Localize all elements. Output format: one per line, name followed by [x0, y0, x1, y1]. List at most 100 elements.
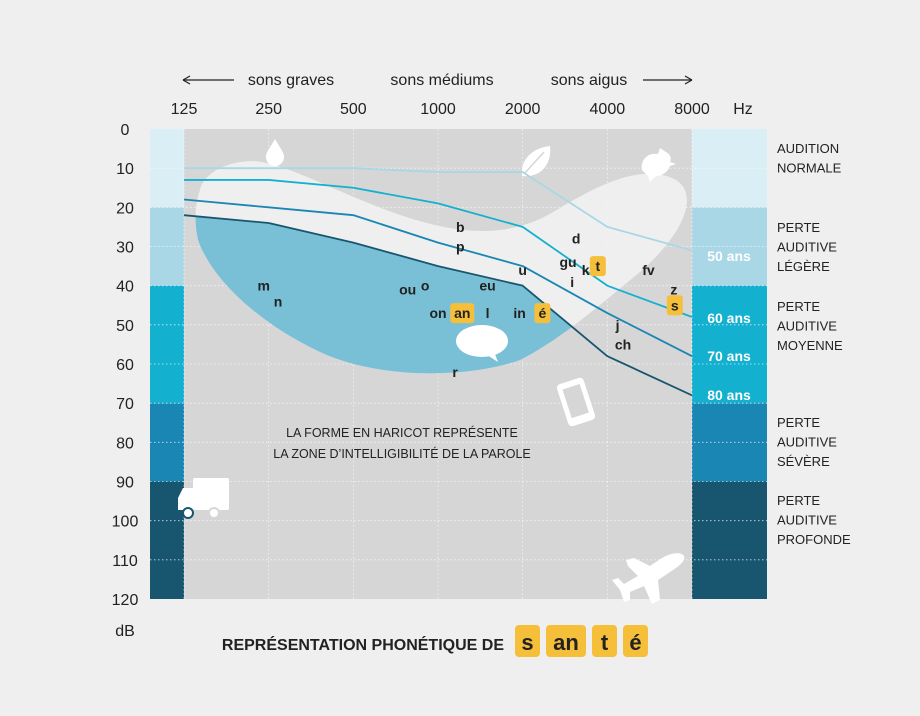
category-label-3: PERTE AUDITIVE SÉVÈRE	[777, 415, 837, 469]
y-tick-10: 100	[112, 514, 139, 531]
left-band-2	[150, 285, 184, 404]
age-label-3: 80 ans	[707, 387, 751, 403]
low-freq-label: sons graves	[248, 72, 334, 89]
category-label-line: PERTE	[777, 493, 820, 508]
category-label-line: PERTE	[777, 415, 820, 430]
phoneme-highlight-17	[450, 303, 475, 324]
category-label-line: PERTE	[777, 220, 820, 235]
phoneme-9: z	[670, 282, 677, 298]
category-label-2: PERTE AUDITIVE MOYENNE	[777, 299, 843, 353]
category-label-line: AUDITIVE	[777, 240, 837, 255]
right-band-4	[692, 481, 767, 599]
category-label-line: NORMALE	[777, 161, 842, 176]
title-letter-3: é	[629, 630, 641, 655]
x-tick-6: 8000	[674, 101, 710, 118]
caption-line-1: LA FORME EN HARICOT REPRÉSENTE	[286, 425, 518, 440]
phoneme-0: b	[456, 219, 465, 235]
right-arrow-icon	[643, 75, 693, 85]
category-labels: AUDITION NORMALE PERTE AUDITIVE LÉGÈRE PERTE A…	[777, 141, 851, 547]
phoneme-highlight-5	[589, 256, 606, 277]
age-label-2: 70 ans	[707, 348, 751, 364]
x-tick-4: 2000	[505, 101, 541, 118]
title-letter-0: s	[521, 630, 533, 655]
phoneme-1: p	[456, 239, 465, 255]
title-word: s an t é	[515, 625, 648, 657]
series-line-3	[184, 214, 692, 397]
title-letter-2: t	[601, 630, 609, 655]
phoneme-19: in	[513, 305, 525, 321]
series-line-1	[184, 179, 692, 318]
x-tick-5: 4000	[590, 101, 626, 118]
mid-freq-label: sons médiums	[390, 72, 493, 89]
phoneme-10: s	[671, 297, 679, 313]
y-tick-11: 110	[112, 553, 138, 570]
bird-icon	[641, 148, 676, 182]
age-label-0: 50 ans	[707, 248, 751, 264]
x-tick-1: 250	[255, 101, 282, 118]
phoneme-2: d	[572, 231, 581, 247]
category-label-line: SÉVÈRE	[777, 454, 830, 469]
phoneme-16: on	[429, 305, 446, 321]
phoneme-13: ou	[399, 282, 416, 298]
title-letter-1: an	[553, 630, 579, 655]
category-label-0: AUDITION NORMALE	[777, 141, 842, 176]
right-band-2	[692, 285, 767, 404]
phoneme-6: i	[570, 274, 574, 290]
category-label-1: PERTE AUDITIVE LÉGÈRE	[777, 220, 837, 274]
age-label-1: 60 ans	[707, 310, 751, 326]
y-tick-8: 80	[116, 435, 134, 452]
phoneme-highlight-20	[534, 303, 551, 324]
water-drop-icon	[266, 139, 284, 166]
phoneme-23: r	[452, 364, 458, 380]
y-unit-label: dB	[115, 623, 135, 640]
y-tick-7: 70	[116, 396, 134, 413]
speech-bubble-icon	[456, 325, 508, 362]
series-line-2	[184, 198, 692, 357]
title-letter-box-2	[592, 625, 617, 657]
category-label-line: LÉGÈRE	[777, 259, 830, 274]
category-label-line: AUDITIVE	[777, 319, 837, 334]
y-tick-6: 60	[116, 357, 134, 374]
category-label-line: PERTE	[777, 299, 820, 314]
x-unit-label: Hz	[733, 101, 753, 118]
high-freq-label: sons aigus	[551, 72, 628, 89]
y-tick-0: 0	[121, 122, 130, 139]
phoneme-8: fv	[642, 262, 655, 278]
title-letter-box-3	[623, 625, 648, 657]
airplane-icon	[612, 553, 685, 604]
category-label-line: AUDITIVE	[777, 513, 837, 528]
phoneme-22: ch	[615, 336, 631, 352]
y-tick-3: 30	[116, 240, 134, 257]
category-label-line: MOYENNE	[777, 338, 843, 353]
category-label-line: PROFONDE	[777, 532, 851, 547]
caption-line-2: LA ZONE D’INTELLIGIBILITÉ DE LA PAROLE	[273, 446, 531, 461]
y-tick-2: 20	[116, 200, 134, 217]
category-label-line: AUDITION	[777, 141, 839, 156]
truck-icon	[178, 478, 229, 519]
y-axis-ticks: 0 10 20 30 40 50 60 70 80 90 100 110 120	[112, 122, 139, 609]
age-curves	[184, 167, 692, 397]
phoneme-5: t	[595, 258, 600, 274]
phoneme-18: l	[486, 305, 490, 321]
title-letter-box-1	[546, 625, 586, 657]
series-line-0	[184, 167, 692, 252]
x-axis-ticks: 125 250 500 1000 2000 4000 8000	[171, 101, 710, 118]
y-tick-4: 40	[116, 279, 134, 296]
phoneme-14: o	[421, 278, 430, 294]
x-tick-0: 125	[171, 101, 198, 118]
left-arrow-icon	[182, 75, 234, 85]
title-letter-box-0	[515, 625, 540, 657]
y-tick-9: 90	[116, 475, 134, 492]
phoneme-7: u	[518, 262, 527, 278]
x-tick-3: 1000	[420, 101, 456, 118]
y-tick-1: 10	[116, 161, 134, 178]
leaf-icon	[521, 146, 551, 177]
phoneme-15: eu	[479, 278, 495, 294]
phoneme-20: é	[538, 305, 546, 321]
phoneme-4: k	[582, 262, 590, 278]
phoneme-3: gu	[559, 254, 576, 270]
y-tick-5: 50	[116, 318, 134, 335]
category-label-line: AUDITIVE	[777, 435, 837, 450]
